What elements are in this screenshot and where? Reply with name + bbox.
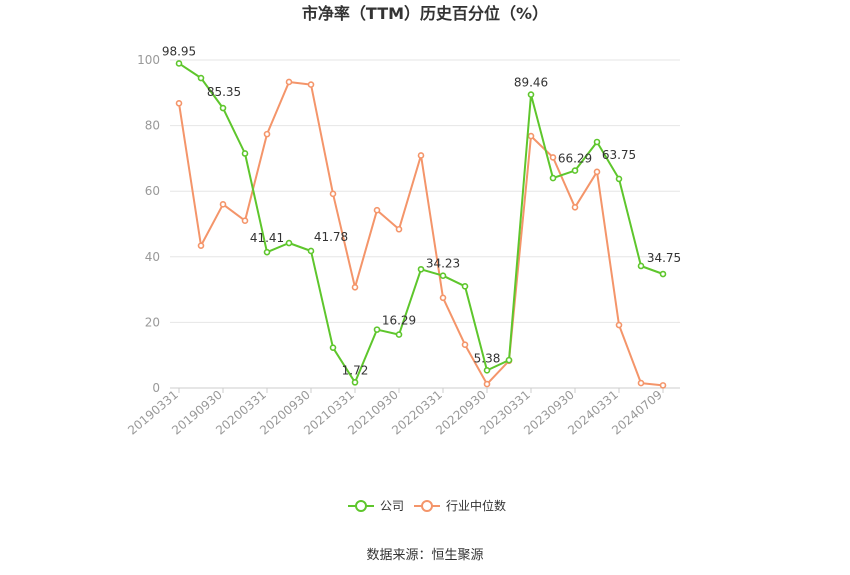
data-point bbox=[417, 152, 425, 159]
data-point bbox=[219, 104, 227, 112]
data-point bbox=[637, 379, 645, 387]
y-tick-label: 0 bbox=[152, 381, 160, 395]
data-point bbox=[637, 262, 645, 270]
data-label: 1.72 bbox=[342, 363, 369, 377]
data-point bbox=[351, 379, 359, 386]
data-point bbox=[461, 283, 469, 290]
data-point bbox=[571, 203, 579, 211]
data-point bbox=[197, 242, 205, 249]
legend-marker-icon bbox=[421, 500, 433, 512]
data-point bbox=[329, 344, 337, 351]
data-point bbox=[373, 326, 381, 333]
y-tick-label: 100 bbox=[137, 53, 160, 67]
data-label-layer: 98.95 85.35 41.41 41.78 1.72 16.29 34.23 5.38 89… bbox=[162, 44, 681, 377]
data-point bbox=[483, 367, 491, 374]
data-point bbox=[549, 174, 557, 182]
data-label: 34.23 bbox=[426, 257, 460, 271]
legend-label: 公司 bbox=[380, 499, 404, 513]
data-label: 34.75 bbox=[647, 251, 681, 265]
data-point bbox=[285, 239, 293, 247]
data-label: 89.46 bbox=[514, 76, 548, 90]
data-point bbox=[241, 217, 249, 225]
legend-item-industry-median[interactable]: 行业中位数 bbox=[414, 498, 506, 513]
y-tick-label: 60 bbox=[145, 184, 160, 198]
data-point bbox=[571, 167, 579, 174]
data-point bbox=[439, 294, 447, 302]
data-label: 85.35 bbox=[207, 85, 241, 99]
data-point bbox=[285, 78, 293, 86]
data-point bbox=[593, 168, 601, 176]
data-point bbox=[549, 154, 557, 161]
data-label: 5.38 bbox=[474, 351, 501, 365]
data-point bbox=[483, 380, 491, 388]
data-point bbox=[439, 272, 447, 280]
data-point bbox=[527, 91, 535, 98]
data-label: 16.29 bbox=[382, 314, 416, 328]
data-point bbox=[329, 190, 337, 198]
grid-layer bbox=[170, 59, 680, 389]
data-point bbox=[175, 60, 183, 67]
data-point bbox=[373, 206, 381, 214]
legend[interactable]: 公司 行业中位数 bbox=[348, 498, 506, 513]
data-point bbox=[461, 341, 469, 349]
data-point bbox=[615, 321, 623, 329]
data-point bbox=[351, 284, 359, 291]
data-point bbox=[307, 81, 315, 88]
y-tick-label: 40 bbox=[145, 250, 160, 264]
data-label: 98.95 bbox=[162, 44, 196, 58]
data-label: 66.29 bbox=[558, 152, 592, 166]
data-point bbox=[197, 74, 205, 82]
data-point bbox=[615, 175, 623, 183]
legend-marker-icon bbox=[355, 500, 367, 512]
data-point bbox=[417, 265, 425, 273]
data-label: 41.41 bbox=[250, 231, 284, 245]
series-line-company bbox=[178, 62, 664, 384]
data-point bbox=[241, 150, 249, 157]
y-tick-label: 20 bbox=[145, 315, 160, 329]
data-point bbox=[505, 356, 513, 364]
data-point bbox=[263, 248, 271, 256]
data-point bbox=[659, 382, 667, 389]
data-point bbox=[307, 247, 315, 255]
data-label: 41.78 bbox=[314, 230, 348, 244]
data-point bbox=[219, 201, 227, 208]
axis-layer: 0204060801002019033120190930202003312020… bbox=[125, 53, 665, 438]
data-point bbox=[593, 138, 601, 146]
chart-title: 市净率（TTM）历史百分位（%） bbox=[302, 4, 548, 23]
legend-label: 行业中位数 bbox=[446, 498, 506, 513]
data-point bbox=[395, 225, 403, 233]
data-point bbox=[659, 270, 667, 278]
legend-item-company[interactable]: 公司 bbox=[348, 499, 404, 513]
series-layer bbox=[175, 60, 667, 389]
data-label: 63.75 bbox=[602, 148, 636, 162]
data-point bbox=[527, 132, 535, 140]
data-point bbox=[395, 331, 403, 338]
data-point bbox=[263, 130, 271, 138]
data-source-note: 数据来源：恒生聚源 bbox=[366, 548, 483, 563]
data-point bbox=[175, 99, 183, 107]
y-tick-label: 80 bbox=[145, 119, 160, 133]
